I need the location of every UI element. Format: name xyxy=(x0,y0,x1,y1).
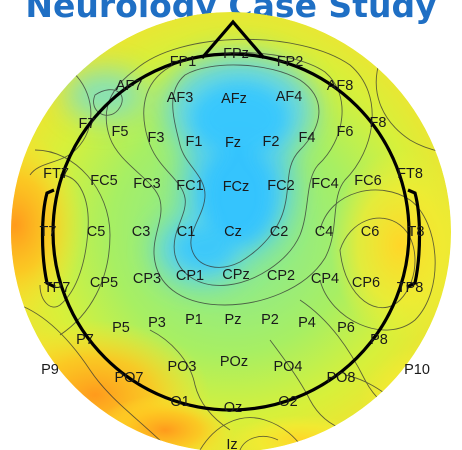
electrode-label-po7: PO7 xyxy=(114,370,143,386)
electrode-label-p10: P10 xyxy=(404,362,430,378)
electrode-label-c2: C2 xyxy=(270,224,289,240)
electrode-label-tp8: TP8 xyxy=(397,280,424,296)
electrode-label-f4: F4 xyxy=(299,130,316,146)
electrode-label-iz: Iz xyxy=(226,437,237,450)
electrode-label-f3: F3 xyxy=(148,130,165,146)
head-outline xyxy=(40,19,422,412)
electrode-label-cz: Cz xyxy=(224,224,242,240)
electrode-label-t8: T8 xyxy=(408,224,425,240)
electrode-label-p7: P7 xyxy=(76,332,94,348)
left-ear-icon xyxy=(40,188,56,289)
electrode-label-af7: AF7 xyxy=(116,78,143,94)
electrode-label-p5: P5 xyxy=(112,320,130,336)
electrode-label-p2: P2 xyxy=(261,312,279,328)
electrode-label-p6: P6 xyxy=(337,320,355,336)
electrode-label-fc3: FC3 xyxy=(133,176,160,192)
electrode-label-fc6: FC6 xyxy=(354,173,381,189)
electrode-label-cp5: CP5 xyxy=(90,275,118,291)
electrode-label-af3: AF3 xyxy=(167,90,194,106)
electrode-label-p1: P1 xyxy=(185,312,203,328)
electrode-label-fz: Fz xyxy=(225,135,241,151)
electrode-label-fc4: FC4 xyxy=(311,176,338,192)
electrode-label-p4: P4 xyxy=(298,315,316,331)
electrode-label-f6: F6 xyxy=(337,124,354,140)
electrode-label-ft7: FT7 xyxy=(43,166,69,182)
electrode-label-f7: F7 xyxy=(79,116,96,132)
electrode-label-poz: POz xyxy=(220,354,248,370)
electrode-label-f1: F1 xyxy=(186,134,203,150)
electrode-label-c6: C6 xyxy=(361,224,380,240)
electrode-label-t7: T7 xyxy=(40,224,57,240)
electrode-label-tp7: TP7 xyxy=(44,280,71,296)
electrode-label-cp4: CP4 xyxy=(311,271,339,287)
electrode-label-cp3: CP3 xyxy=(133,271,161,287)
electrode-label-cp1: CP1 xyxy=(176,268,204,284)
electrode-label-c5: C5 xyxy=(87,224,106,240)
electrode-label-c4: C4 xyxy=(315,224,334,240)
electrode-labels: FP1 FPz FP2 AF7 AF3 AFz AF4 AF8 F7 F5 F3 F1 Fz F2 F4 F6… xyxy=(40,46,430,450)
electrode-label-oz: Oz xyxy=(224,400,243,416)
electrode-label-cp6: CP6 xyxy=(352,275,380,291)
electrode-label-cpz: CPz xyxy=(222,267,249,283)
electrode-label-fc5: FC5 xyxy=(90,173,117,189)
electrode-label-p8: P8 xyxy=(370,332,388,348)
electrode-label-f8: F8 xyxy=(370,115,387,131)
electrode-label-fpz: FPz xyxy=(223,46,249,62)
electrode-label-afz: AFz xyxy=(221,91,247,107)
electrode-label-cp2: CP2 xyxy=(267,268,295,284)
electrode-label-af4: AF4 xyxy=(276,89,303,105)
electrode-label-po4: PO4 xyxy=(273,359,302,375)
electrode-label-f5: F5 xyxy=(112,124,129,140)
scalp-circle xyxy=(51,52,411,412)
electrode-label-fc2: FC2 xyxy=(267,178,294,194)
electrode-label-o2: O2 xyxy=(278,394,297,410)
electrode-label-pz: Pz xyxy=(225,312,242,328)
electrode-label-po8: PO8 xyxy=(326,370,355,386)
electrode-label-po3: PO3 xyxy=(167,359,196,375)
electrode-label-af8: AF8 xyxy=(327,78,354,94)
electrode-label-p3: P3 xyxy=(148,315,166,331)
electrode-label-fcz: FCz xyxy=(223,179,250,195)
electrode-label-fp1: FP1 xyxy=(170,54,197,70)
electrode-label-o1: O1 xyxy=(170,394,189,410)
nose-icon xyxy=(200,19,266,60)
electrode-label-c3: C3 xyxy=(132,224,151,240)
right-ear-icon xyxy=(406,188,422,289)
electrode-label-ft8: FT8 xyxy=(397,166,423,182)
electrode-label-fc1: FC1 xyxy=(176,178,203,194)
electrode-label-c1: C1 xyxy=(177,224,196,240)
electrode-label-fp2: FP2 xyxy=(277,54,304,70)
electrode-label-f2: F2 xyxy=(263,134,280,150)
electrode-label-p9: P9 xyxy=(41,362,59,378)
